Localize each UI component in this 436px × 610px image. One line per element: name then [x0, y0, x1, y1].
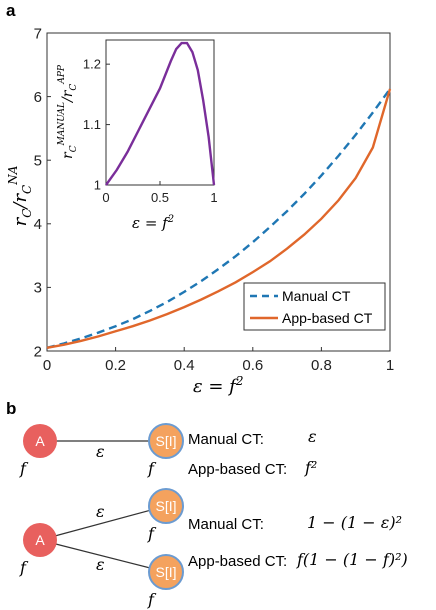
main-x-tick-label: 0.2 [105, 357, 126, 374]
row-formula: f(1 − (1 − f)²) [296, 550, 408, 569]
row-formula: 1 − (1 − ε)² [307, 513, 402, 532]
node-a-label: A [35, 532, 45, 548]
node-s-lower-weight: f [147, 590, 157, 609]
row-formula: ε [308, 427, 317, 446]
main-x-tick-label: 0.4 [174, 357, 195, 374]
node-s-upper-weight: f [147, 524, 157, 543]
main-y-tick-label: 3 [34, 280, 42, 297]
node-s [148, 423, 184, 459]
main-y-axis-label: rC/rCNA [6, 165, 34, 226]
legend-label-app: App-based CT [282, 310, 373, 326]
node-a-weight: f [19, 558, 29, 577]
inset-y-tick-label: 1 [94, 178, 101, 193]
legend-box [243, 282, 386, 331]
inset-chart: 0 0.5 1 1 1.1 1.2 ε = f2 rCMANUAL/rCAPP [57, 39, 218, 232]
main-x-ticks: 0 0.2 0.4 0.6 0.8 1 [43, 347, 394, 374]
inset-y-tick-label: 1.2 [83, 57, 101, 72]
inset-y-axis-label: rCMANUAL/rCAPP [57, 64, 79, 159]
main-x-tick-label: 1 [386, 357, 394, 374]
node-a [23, 424, 57, 458]
legend-label-manual: Manual CT [282, 288, 351, 304]
main-chart: 0 0.2 0.4 0.6 0.8 1 2 3 4 5 6 7 ε = f2 rC/rCNA Man… [6, 25, 394, 397]
main-series [46, 88, 392, 349]
main-y-ticks: 2 3 4 5 6 7 [34, 25, 51, 360]
main-y-tick-label: 2 [34, 343, 42, 360]
main-series-line-0 [46, 88, 391, 349]
node-s-lower [148, 554, 184, 590]
row-label: App-based CT: [188, 461, 287, 478]
row-label: Manual CT: [188, 431, 264, 448]
diagram-single-contact: A S[I] ε f f [19, 423, 184, 478]
inset-y-ticks: 1 1.1 1.2 [83, 57, 110, 193]
node-a [23, 523, 57, 557]
main-series-line-1 [46, 88, 392, 349]
main-y-tick-label: 4 [34, 216, 42, 233]
inset-x-axis-label: ε = f2 [132, 214, 174, 232]
edge-label: ε [96, 442, 105, 461]
main-y-tick-label: 7 [34, 25, 42, 42]
inset-x-tick-label: 1 [210, 190, 217, 205]
node-s-label: S[I] [155, 433, 176, 449]
node-s-upper-label: S[I] [155, 498, 176, 514]
main-plot-frame [46, 32, 391, 352]
row-formula: f² [304, 458, 317, 477]
edge-a-s-upper [39, 505, 167, 541]
panel-a-label: a [6, 1, 16, 20]
inset-series [105, 41, 216, 186]
main-y-tick-label: 5 [34, 152, 42, 169]
edge-label-lower: ε [96, 555, 105, 574]
inset-series-line-0 [105, 41, 216, 186]
node-a-weight: f [19, 459, 29, 478]
edge-label-upper: ε [96, 502, 105, 521]
row-label: Manual CT: [188, 516, 264, 533]
row-label: App-based CT: [188, 553, 287, 570]
node-s-lower-label: S[I] [155, 564, 176, 580]
main-x-tick-label: 0 [43, 357, 51, 374]
edge-a-s-lower [39, 539, 167, 573]
main-y-tick-label: 6 [34, 89, 42, 106]
inset-y-tick-label: 1.1 [83, 117, 101, 132]
node-a-label: A [35, 433, 45, 449]
panel-b-label: b [6, 399, 16, 418]
node-s-upper [148, 488, 184, 524]
main-x-tick-label: 0.6 [242, 357, 263, 374]
node-s-weight: f [147, 459, 157, 478]
inset-x-tick-label: 0 [102, 190, 109, 205]
inset-plot-frame [105, 39, 215, 186]
inset-x-tick-label: 0.5 [151, 190, 169, 205]
main-x-axis-label: ε = f2 [193, 374, 244, 397]
diagram-double-contact: A S[I] S[I] ε ε f f f [19, 488, 184, 609]
formula-table: Manual CT: ε App-based CT: f² Manual CT:… [188, 427, 408, 570]
main-x-tick-label: 0.8 [311, 357, 332, 374]
legend: Manual CT App-based CT [243, 282, 386, 331]
